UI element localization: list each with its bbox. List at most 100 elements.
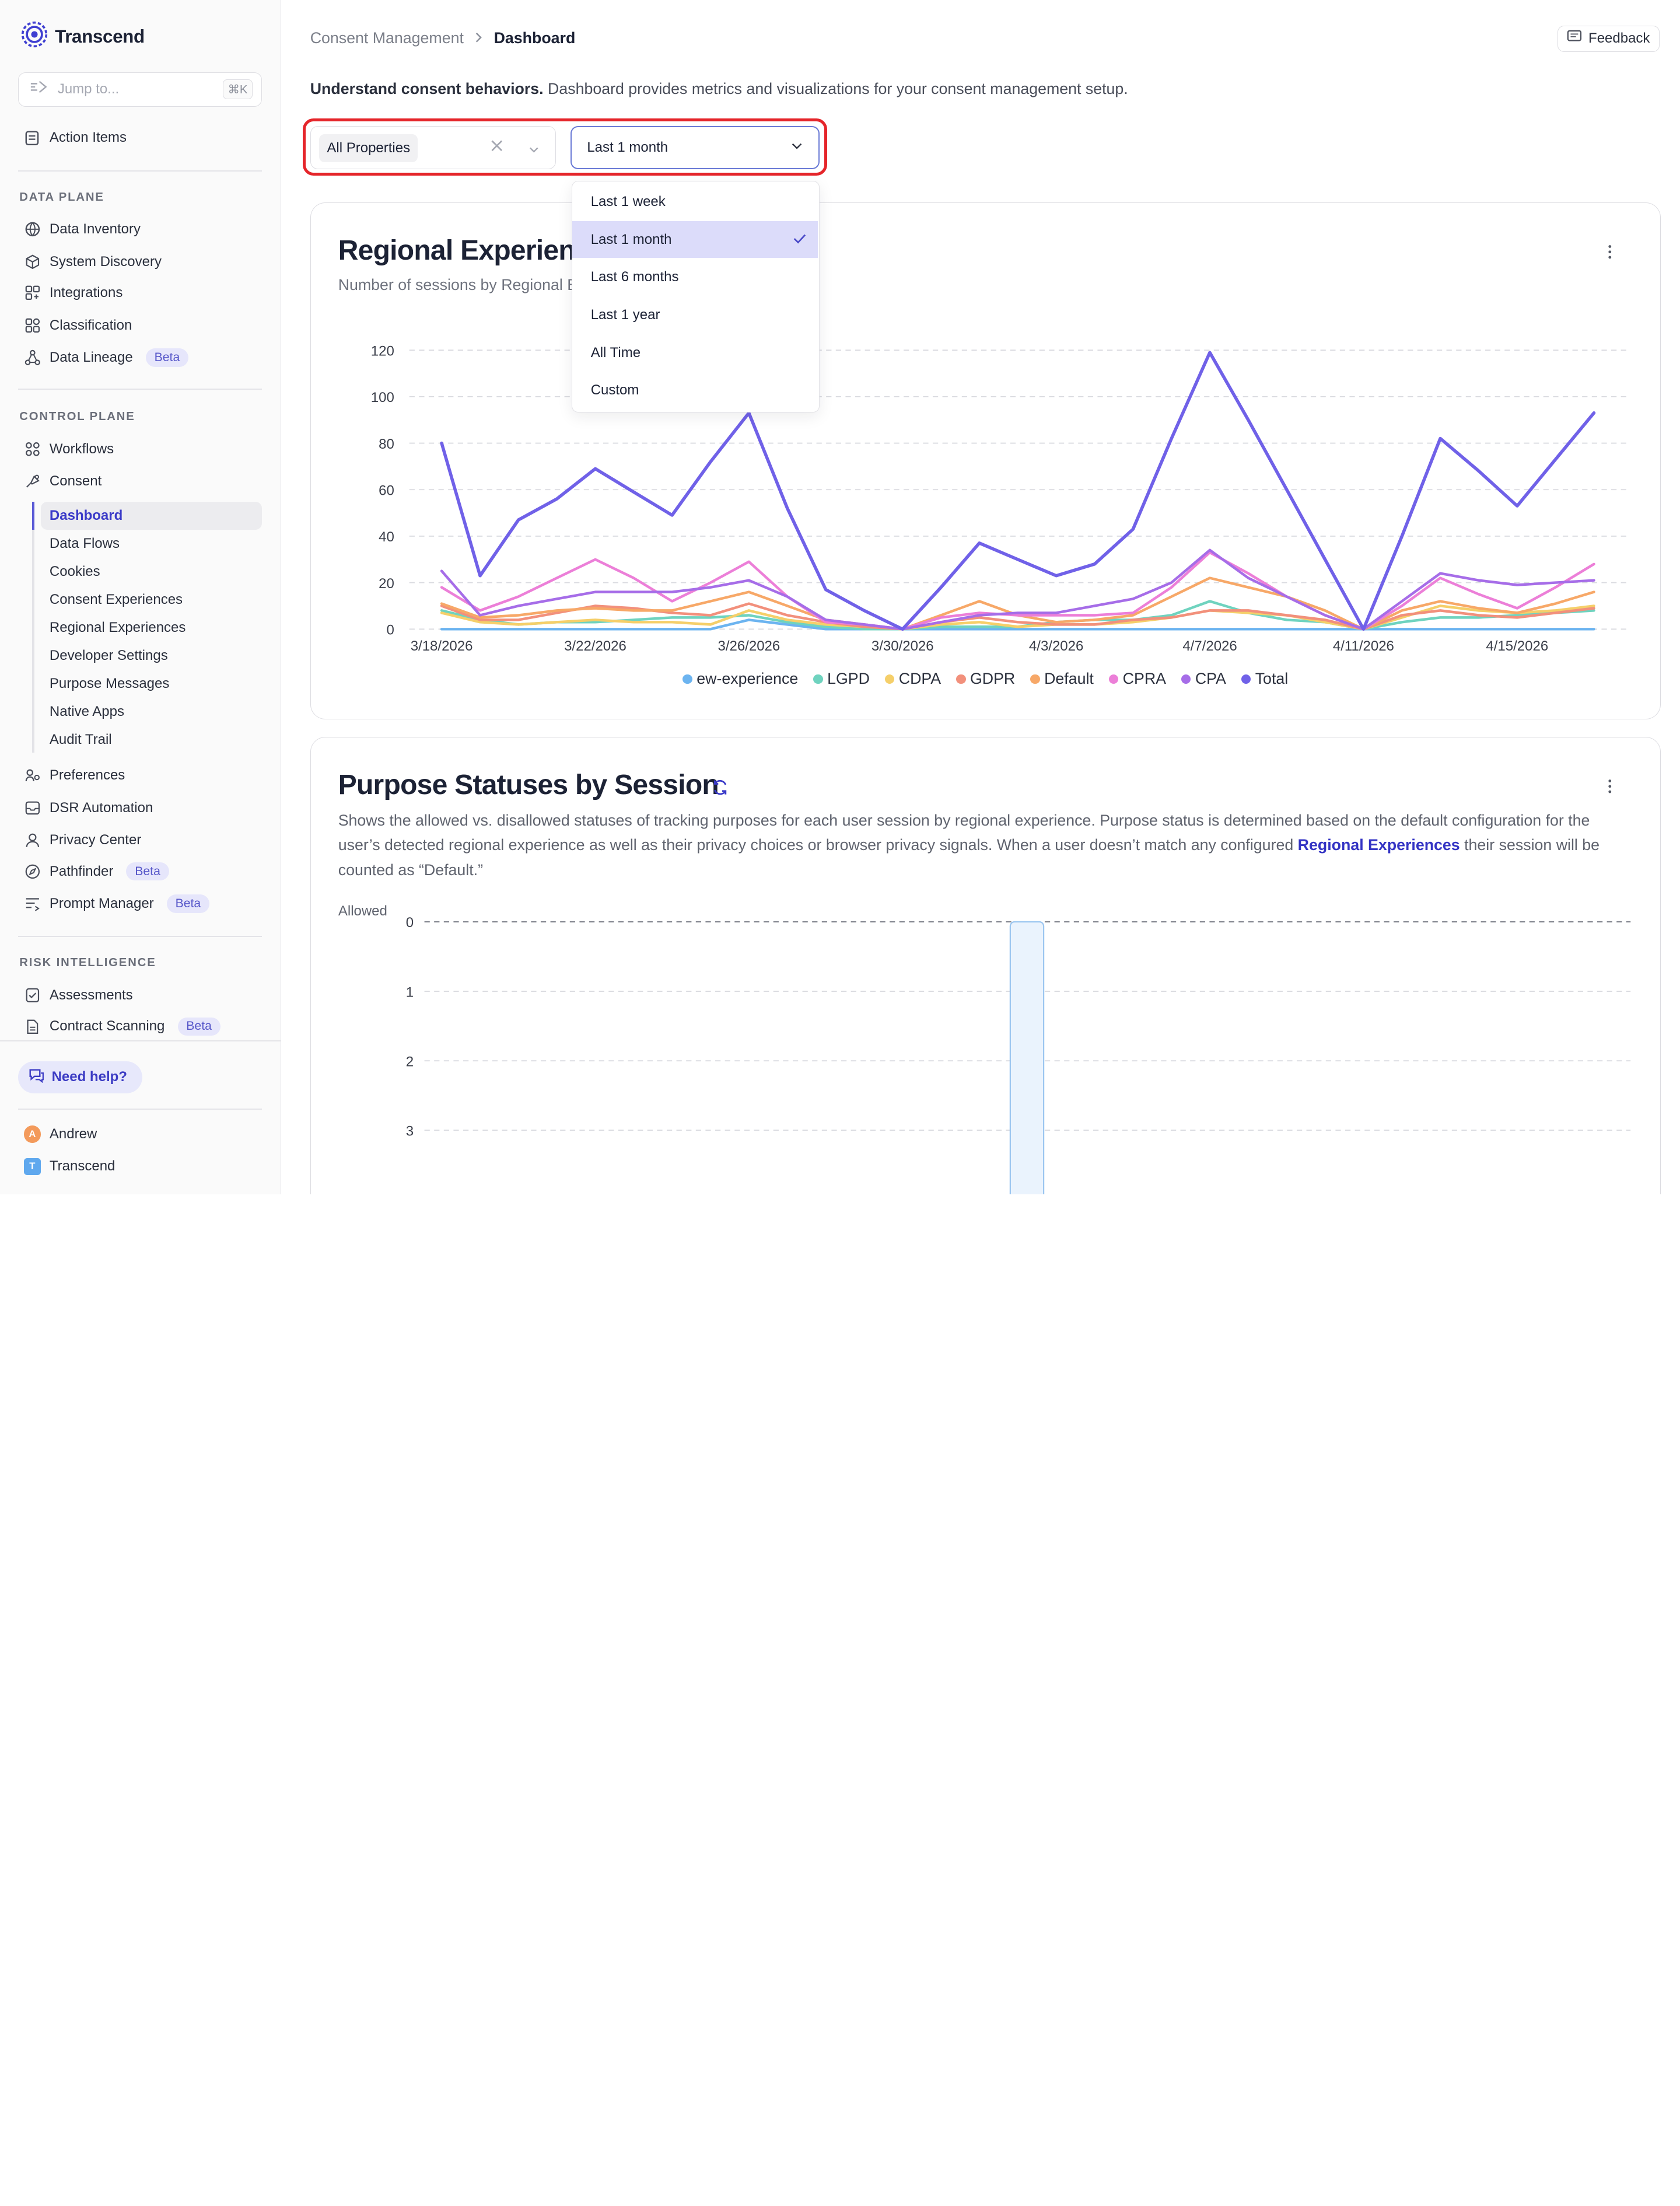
beta-badge: Beta — [126, 862, 169, 881]
nav-workflows-label: Workflows — [49, 440, 114, 457]
nav-consent[interactable]: Consent — [24, 469, 102, 494]
chevron-down-icon[interactable] — [528, 139, 539, 159]
legend-item-cdpa[interactable]: CDPA — [884, 670, 941, 688]
nav-data-inventory[interactable]: Data Inventory — [24, 216, 141, 242]
legend-item-gdpr[interactable]: GDPR — [956, 670, 1015, 688]
nav-assessments[interactable]: Assessments — [24, 983, 133, 1008]
nav-classification[interactable]: Classification — [24, 312, 132, 338]
chart1-x-tick: 3/26/2026 — [718, 638, 780, 654]
workflows-icon — [24, 440, 41, 458]
regional-experiences-link[interactable]: Regional Experiences — [1297, 836, 1460, 854]
sub-item-native-apps[interactable]: Native Apps — [49, 703, 124, 719]
feedback-button[interactable]: Feedback — [1557, 26, 1660, 52]
nav-contract-scanning[interactable]: Contract Scanning Beta — [24, 1013, 220, 1039]
nav-action-items-label: Action Items — [49, 130, 127, 146]
menu-option-all-time[interactable]: All Time — [590, 344, 641, 361]
chart1-y-tick: 120 — [371, 343, 394, 359]
brand[interactable]: Transcend — [20, 20, 145, 53]
org-avatar: T — [23, 1158, 41, 1176]
nav-privacy-center-label: Privacy Center — [49, 832, 142, 848]
card1-subtitle: Number of sessions by Regional E — [338, 275, 578, 293]
intro-bold: Understand consent behaviors. — [310, 79, 544, 97]
legend-item-cpra[interactable]: CPRA — [1108, 670, 1166, 688]
sub-item-data-flows[interactable]: Data Flows — [49, 535, 120, 551]
user-name: Andrew — [49, 1126, 97, 1142]
legend-item-total[interactable]: Total — [1241, 670, 1288, 688]
integrations-icon — [24, 284, 41, 302]
breadcrumb-parent[interactable]: Consent Management — [310, 29, 464, 47]
org-account[interactable]: T Transcend — [23, 1158, 115, 1176]
nav-assessments-label: Assessments — [49, 987, 133, 1003]
jump-to-search[interactable]: Jump to... ⌘K — [18, 72, 262, 107]
sub-item-purpose-messages[interactable]: Purpose Messages — [49, 675, 170, 691]
regional-experience-chart: 0 20 40 60 80 100 120 3/18/2026 3/22/2026 3/26/20… — [371, 343, 1629, 654]
sub-item-regional-experiences[interactable]: Regional Experiences — [49, 619, 186, 635]
brand-name: Transcend — [55, 26, 145, 47]
legend-item-lgpd[interactable]: LGPD — [813, 670, 870, 688]
sub-item-consent-experiences[interactable]: Consent Experiences — [49, 591, 183, 607]
nav-preferences[interactable]: Preferences — [24, 763, 125, 788]
legend-item-default[interactable]: Default — [1030, 670, 1094, 688]
chart2-y-tick: 1 — [406, 985, 414, 1001]
chart1-series-cpra[interactable] — [440, 551, 1595, 631]
refresh-icon[interactable] — [710, 778, 730, 802]
card2-kebab-icon[interactable] — [1601, 778, 1619, 800]
nav-system-discovery[interactable]: System Discovery — [24, 249, 162, 274]
chart1-y-tick: 20 — [379, 576, 394, 592]
date-range-value: Last 1 month — [587, 139, 668, 155]
legend-dot — [1108, 674, 1119, 684]
section-risk-intelligence: RISK INTELLIGENCE — [19, 956, 156, 970]
chart1-series-total[interactable] — [440, 351, 1596, 631]
menu-option-last-1-year[interactable]: Last 1 year — [590, 307, 660, 323]
sub-item-developer-settings[interactable]: Developer Settings — [49, 647, 168, 663]
chart1-series-ew-experience[interactable] — [440, 618, 1595, 631]
desc-part1: Shows the allowed vs. disallowed statuse… — [338, 811, 1590, 854]
menu-option-last-1-week[interactable]: Last 1 week — [590, 194, 666, 210]
chat-icon — [28, 1068, 46, 1087]
sub-item-dashboard[interactable]: Dashboard — [49, 507, 123, 523]
legend-item-cpa[interactable]: CPA — [1181, 670, 1226, 688]
chart1-series-cdpa[interactable] — [440, 604, 1595, 631]
nav-workflows[interactable]: Workflows — [24, 436, 114, 462]
nav-pathfinder[interactable]: Pathfinder Beta — [24, 858, 169, 884]
prompt-icon — [24, 895, 41, 913]
shortcut-badge: ⌘K — [223, 79, 253, 100]
chart2-y-tick: 3 — [406, 1124, 414, 1139]
nav-integrations[interactable]: Integrations — [24, 280, 123, 306]
legend-label: GDPR — [970, 670, 1016, 688]
chart1-series-cpa[interactable] — [440, 548, 1595, 631]
user-account[interactable]: A Andrew — [23, 1125, 97, 1143]
clear-icon[interactable] — [488, 137, 506, 159]
jump-to-placeholder: Jump to... — [57, 81, 120, 97]
sub-item-audit-trail[interactable]: Audit Trail — [49, 731, 112, 747]
nav-action-items[interactable]: Action Items — [24, 125, 127, 151]
consent-icon — [24, 473, 41, 490]
menu-option-last-6-months[interactable]: Last 6 months — [590, 269, 679, 285]
card1-kebab-icon[interactable] — [1601, 243, 1619, 265]
feedback-label: Feedback — [1588, 30, 1650, 47]
nav-privacy-center[interactable]: Privacy Center — [24, 827, 142, 853]
nav-data-inventory-label: Data Inventory — [49, 221, 141, 237]
nav-data-lineage[interactable]: Data Lineage Beta — [24, 345, 189, 370]
sub-item-cookies[interactable]: Cookies — [49, 563, 100, 579]
sidebar: Transcend Jump to... ⌘K Action Items DAT… — [0, 0, 281, 1195]
nav-pathfinder-label: Pathfinder — [49, 863, 114, 879]
nav-dsr-automation[interactable]: DSR Automation — [24, 795, 153, 820]
need-help-button[interactable]: Need help? — [18, 1061, 142, 1093]
transcend-logo-icon — [20, 20, 48, 53]
nav-prompt-manager-label: Prompt Manager — [49, 895, 154, 911]
date-range-select[interactable]: Last 1 month — [570, 126, 820, 169]
property-select[interactable]: All Properties — [310, 126, 556, 169]
sidebar-divider — [18, 170, 262, 172]
clipboard-icon — [24, 130, 41, 147]
legend-item-ew-experience[interactable]: ew-experience — [682, 670, 798, 688]
nav-prompt-manager[interactable]: Prompt Manager Beta — [24, 891, 209, 917]
purpose-statuses-chart: Allowed 0 1 2 3 4 — [338, 903, 1631, 1195]
menu-option-custom[interactable]: Custom — [590, 382, 639, 398]
legend-dot — [1030, 674, 1040, 684]
menu-option-last-1-month[interactable]: Last 1 month — [572, 221, 818, 258]
chart2-bar[interactable] — [1009, 921, 1045, 1195]
card2-description: Shows the allowed vs. disallowed statuse… — [338, 808, 1620, 882]
chart2-y-tick: 0 — [406, 915, 414, 931]
chart1-series-gdpr[interactable] — [440, 602, 1595, 631]
